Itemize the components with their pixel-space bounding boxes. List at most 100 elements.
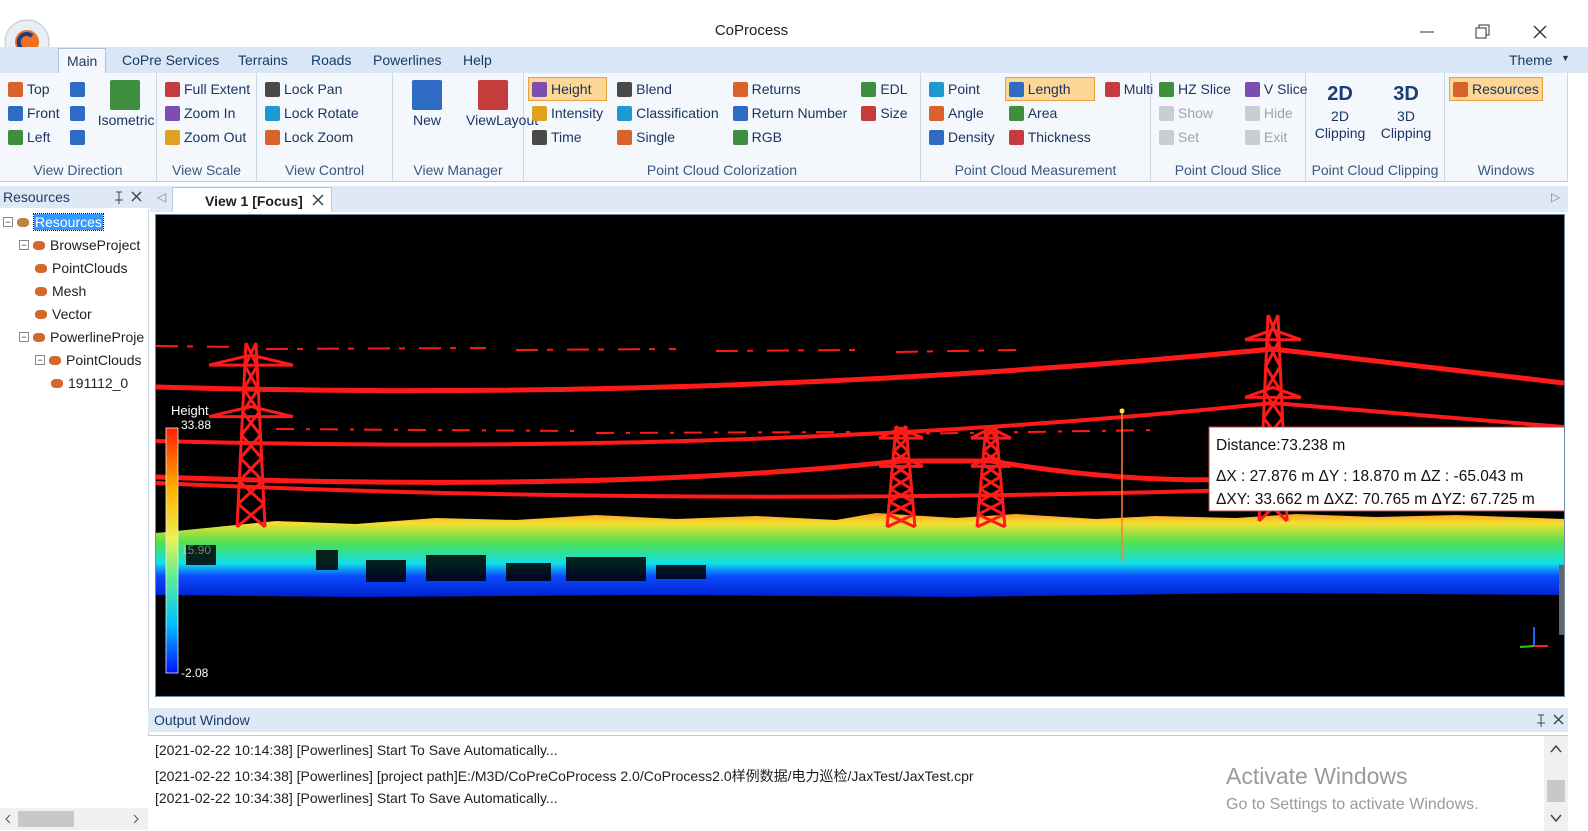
ribbon-button[interactable]: Lock Zoom — [261, 125, 363, 149]
ribbon-button[interactable]: Left — [4, 125, 64, 149]
button-column: Length Area Thickness — [1004, 77, 1095, 149]
point-cloud-view[interactable]: Height 33.88 15.90 -2.08 Distance:73.238… — [155, 214, 1566, 697]
ribbon-button[interactable]: Lock Pan — [261, 77, 363, 101]
resource-tree: − Resources − BrowseProject PointClouds Mesh V… — [0, 210, 149, 808]
scroll-thumb[interactable] — [1547, 780, 1565, 802]
ribbon-button[interactable] — [66, 77, 93, 101]
ribbon-button[interactable]: Intensity — [528, 101, 607, 125]
tree-node[interactable]: − PowerlineProje — [19, 326, 144, 348]
ribbon-button[interactable]: Density — [925, 125, 999, 149]
tree-scrollbar — [0, 808, 148, 830]
ribbon-button[interactable]: Multi — [1101, 77, 1158, 101]
output-header: Output Window — [148, 708, 1568, 732]
tree-node[interactable]: − PointClouds — [35, 349, 142, 371]
button-icon — [929, 129, 944, 145]
ribbon-button[interactable]: 2D 2D Clipping — [1310, 77, 1370, 149]
ribbon-button[interactable]: Isometric — [95, 77, 155, 149]
ground-wire — [155, 346, 1565, 394]
button-icon — [69, 105, 85, 121]
theme-menu[interactable]: Theme — [1509, 52, 1553, 68]
tree-node[interactable]: − BrowseProject — [19, 234, 140, 256]
ribbon-tab[interactable]: CoPre Services — [122, 52, 220, 68]
tree-node[interactable]: − Resources — [3, 211, 104, 233]
ribbon-button[interactable]: Lock Rotate — [261, 101, 363, 125]
close-panel-button[interactable] — [131, 191, 142, 202]
view-scroll[interactable] — [1559, 565, 1564, 635]
button-column: Multi — [1101, 77, 1158, 149]
button-column: Height Intensity Time — [528, 77, 608, 149]
ribbon-button[interactable]: Top — [4, 77, 64, 101]
ribbon-button[interactable]: Blend — [613, 77, 722, 101]
ribbon-button[interactable]: Classification — [613, 101, 722, 125]
group-label: Point Cloud Slice — [1174, 162, 1282, 178]
button-label: HZ Slice — [1178, 81, 1231, 97]
button-column: Full Extent Zoom In Zoom Out — [161, 77, 254, 149]
ribbon-button[interactable] — [66, 125, 93, 149]
tabs-left-arrow[interactable]: ◁ — [157, 190, 167, 204]
button-icon — [265, 105, 280, 121]
ribbon-tab[interactable]: Help — [463, 52, 492, 68]
scroll-arrows[interactable] — [1550, 744, 1562, 823]
ribbon-button[interactable]: Returns — [729, 77, 852, 101]
tree-node[interactable]: 191112_0 — [51, 372, 128, 394]
ribbon-button[interactable]: Size — [857, 101, 911, 125]
ribbon-button[interactable]: Length — [1004, 77, 1095, 101]
button-label: Left — [27, 129, 51, 145]
ribbon-button[interactable]: HZ Slice — [1155, 77, 1235, 101]
ribbon-button[interactable]: Time — [528, 125, 607, 149]
ribbon-button[interactable]: Hide — [1241, 101, 1312, 125]
ribbon-tab[interactable]: Roads — [311, 52, 352, 68]
view-tab-close[interactable] — [312, 194, 324, 206]
button-column: Isometric — [95, 77, 155, 149]
gap — [186, 545, 216, 565]
button-icon — [861, 81, 877, 97]
ribbon-button[interactable]: 3D 3D Clipping — [1376, 77, 1436, 149]
ribbon-button[interactable]: Show — [1155, 101, 1235, 125]
ribbon-button[interactable]: Zoom In — [161, 101, 254, 125]
ribbon-button[interactable]: Set — [1155, 125, 1235, 149]
view-tab[interactable]: View 1 [Focus] — [172, 187, 332, 212]
ribbon-button[interactable]: Angle — [925, 101, 999, 125]
ribbon-button[interactable]: Point — [925, 77, 999, 101]
restore-button[interactable] — [1475, 27, 1487, 39]
log-line: [2021-02-22 10:34:38] [Powerlines] Start… — [155, 790, 558, 806]
ribbon-group: Full Extent Zoom In Zoom Out View Scale — [157, 73, 257, 181]
ribbon-button[interactable]: EDL — [857, 77, 911, 101]
ribbon-button[interactable]: RGB — [729, 125, 852, 149]
tree-node[interactable]: Mesh — [35, 280, 86, 302]
tree-node[interactable]: Vector — [35, 303, 92, 325]
button-label: Top — [27, 81, 50, 97]
close-button[interactable] — [1533, 25, 1547, 39]
ribbon-button[interactable]: ViewLayout — [463, 77, 538, 149]
ribbon-button[interactable]: Resources — [1449, 77, 1543, 101]
ribbon-button[interactable]: V Slice — [1241, 77, 1312, 101]
ribbon-button[interactable]: Thickness — [1005, 125, 1095, 149]
ribbon-button[interactable]: Full Extent — [161, 77, 254, 101]
ribbon-button[interactable]: Single — [613, 125, 722, 149]
ribbon-button[interactable] — [66, 101, 93, 125]
node-label: Vector — [52, 306, 92, 322]
ribbon-tab[interactable]: Terrains — [238, 52, 288, 68]
button-label: Full Extent — [184, 81, 251, 97]
pin-button[interactable] — [115, 191, 123, 204]
scroll-arrows[interactable] — [5, 814, 139, 824]
ribbon-button[interactable]: Zoom Out — [161, 125, 254, 149]
scene: Height 33.88 15.90 -2.08 Distance:73.238… — [155, 314, 1566, 680]
distance-text: Distance:73.238 m — [1216, 437, 1345, 454]
tree-node[interactable]: PointClouds — [35, 257, 128, 279]
button-column — [66, 77, 93, 149]
tabs-right-arrow[interactable]: ▷ — [1551, 190, 1561, 204]
ribbon-button[interactable]: Return Number — [729, 101, 852, 125]
tower — [208, 342, 294, 529]
ribbon-button[interactable]: Front — [4, 101, 64, 125]
ribbon-button[interactable]: Height — [528, 77, 608, 101]
ribbon-button[interactable]: New — [397, 77, 457, 149]
close-output-button[interactable] — [1553, 714, 1564, 725]
ribbon-button[interactable]: Exit — [1241, 125, 1312, 149]
ribbon-tab[interactable]: Powerlines — [373, 52, 442, 68]
button-icon — [8, 105, 23, 121]
ribbon-tab[interactable]: Main — [58, 48, 107, 75]
pin-button[interactable] — [1537, 714, 1545, 727]
ribbon-button[interactable]: Area — [1005, 101, 1095, 125]
scroll-thumb[interactable] — [18, 811, 74, 827]
